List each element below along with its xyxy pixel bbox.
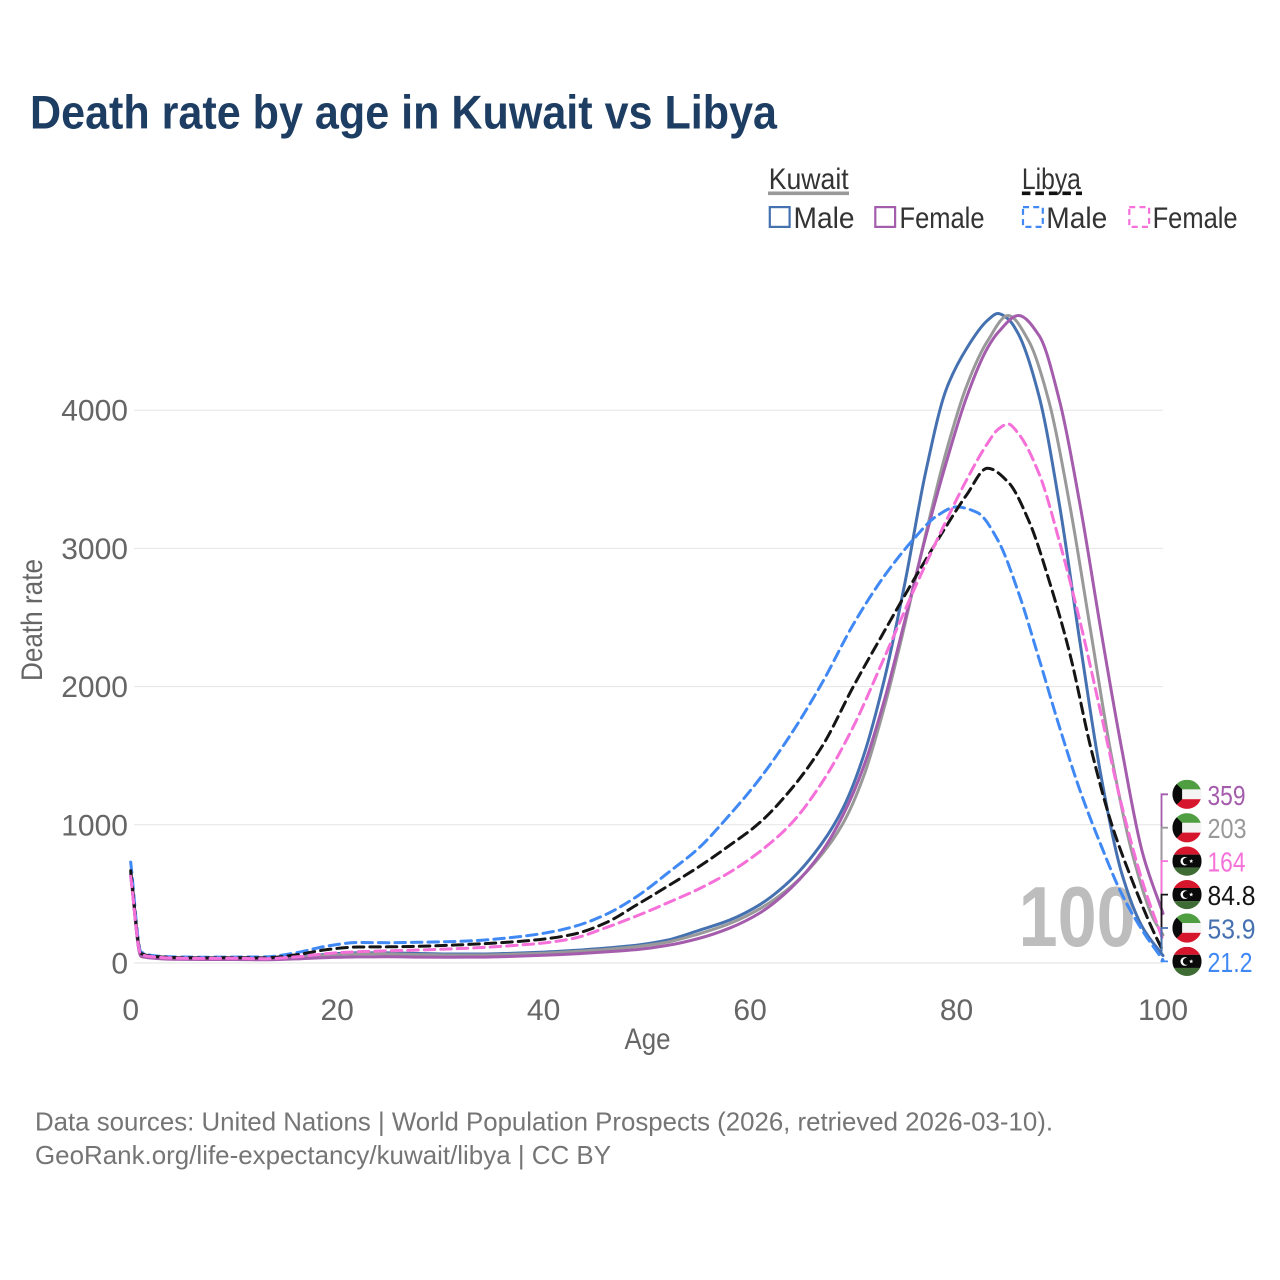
svg-text:GeoRank.org/life-expectancy/ku: GeoRank.org/life-expectancy/kuwait/libya… [35, 1140, 611, 1170]
svg-text:84.8: 84.8 [1208, 880, 1256, 911]
svg-text:21.2: 21.2 [1208, 947, 1253, 978]
svg-text:2000: 2000 [61, 671, 128, 704]
svg-text:164: 164 [1208, 847, 1246, 878]
svg-text:Death rate: Death rate [16, 559, 49, 681]
svg-text:203: 203 [1208, 813, 1247, 844]
svg-text:1000: 1000 [61, 809, 128, 842]
svg-text:3000: 3000 [61, 533, 128, 566]
svg-text:20: 20 [321, 994, 354, 1027]
svg-text:60: 60 [733, 994, 766, 1027]
svg-text:Libya: Libya [1022, 163, 1081, 196]
svg-text:80: 80 [940, 994, 973, 1027]
svg-text:53.9: 53.9 [1208, 914, 1256, 945]
svg-text:40: 40 [527, 994, 560, 1027]
svg-text:Age: Age [625, 1023, 671, 1056]
svg-text:Male: Male [1046, 202, 1107, 235]
svg-text:Female: Female [1153, 202, 1238, 235]
svg-text:359: 359 [1208, 780, 1246, 811]
svg-text:100: 100 [1019, 870, 1136, 965]
svg-text:4000: 4000 [61, 395, 128, 428]
svg-text:100: 100 [1138, 994, 1188, 1027]
svg-text:Male: Male [794, 202, 855, 235]
svg-text:0: 0 [122, 994, 139, 1027]
svg-text:0: 0 [111, 948, 128, 981]
svg-text:Female: Female [900, 202, 985, 235]
svg-text:Kuwait: Kuwait [769, 163, 850, 196]
svg-text:Death rate by age in Kuwait vs: Death rate by age in Kuwait vs Libya [30, 86, 778, 139]
svg-text:Data sources: United Nations |: Data sources: United Nations | World Pop… [35, 1107, 1053, 1137]
